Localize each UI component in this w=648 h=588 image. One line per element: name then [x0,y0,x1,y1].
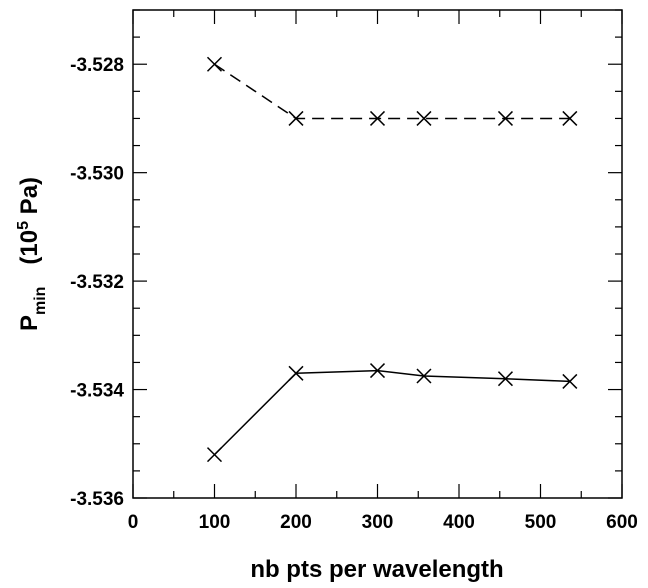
marker-stroke [369,110,386,126]
data-point-marker [288,365,304,381]
marker-stroke [206,447,223,463]
marker-stroke [369,363,386,379]
x-tick-label: 100 [199,512,231,533]
y-axis-title: Pmin (105 Pa) [15,177,49,331]
marker-stroke [416,110,432,126]
x-tick-label: 200 [280,512,312,533]
marker-stroke [497,110,513,126]
data-point-marker [206,447,223,463]
data-point-marker [497,110,513,126]
series-1-line [214,63,570,120]
marker-stroke [562,373,578,389]
x-tick-label: 300 [362,512,394,533]
data-point-marker [206,56,223,72]
data-point-marker [369,110,386,126]
y-tick-labels: -3.536 -3.534 -3.532 -3.530 -3.528 [70,55,124,510]
y-tick-label: -3.530 [70,164,124,185]
y-axis-unit-open: (10 [16,230,43,265]
data-point-marker [562,110,578,126]
series-1 [206,56,578,126]
y-tick-label: -3.534 [70,381,124,402]
data-point-marker [562,373,578,389]
series-2 [206,363,578,463]
y-tick-label: -3.536 [70,489,124,510]
marker-stroke [497,371,513,387]
y-tick-label: -3.528 [70,55,124,76]
x-tick-label: 0 [128,512,139,533]
x-tick-label: 400 [443,512,475,533]
data-point-marker [288,110,304,126]
marker-stroke [288,365,304,381]
y-axis-unit-exponent: 5 [15,221,32,230]
x-tick-label: 600 [606,512,638,533]
plot-frame [132,9,623,499]
marker-stroke [562,110,578,126]
data-point-marker [369,363,386,379]
y-axis-symbol: P [16,315,43,331]
data-point-marker [416,368,432,384]
axis-ticks [132,9,623,499]
data-point-marker [416,110,432,126]
series-layer [206,56,578,463]
x-axis-title: nb pts per wavelength [250,556,503,583]
y-axis-unit-close: Pa) [16,177,43,221]
series-2-line [213,369,570,456]
x-tick-label: 500 [525,512,557,533]
y-tick-label: -3.532 [70,272,124,293]
data-point-marker [497,371,513,387]
marker-stroke [288,110,304,126]
y-axis-subscript: min [32,287,49,315]
marker-stroke [416,368,432,384]
marker-stroke [206,56,223,72]
x-tick-labels: 0 100 200 300 400 500 600 [128,512,638,533]
